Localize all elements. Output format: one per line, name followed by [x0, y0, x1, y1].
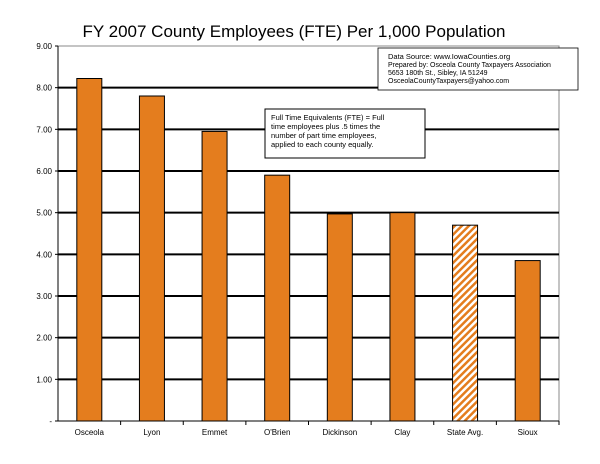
y-tick-label: 6.00: [36, 167, 52, 176]
bar-state-avg-: [452, 224, 479, 422]
y-tick-label: 7.00: [36, 125, 52, 134]
fte-note-line: time employees plus .5 times the: [271, 122, 380, 131]
y-tick-label: 2.00: [36, 334, 52, 343]
chart-title: FY 2007 County Employees (FTE) Per 1,000…: [82, 22, 505, 41]
plot-area: [57, 45, 560, 422]
y-tick-label: 3.00: [36, 292, 52, 301]
source-annotation: Data Source: www.IowaCounties.orgPrepare…: [377, 47, 579, 91]
bar-clay: [389, 212, 416, 422]
y-tick-label: 9.00: [36, 42, 52, 51]
source-line: Prepared by: Osceola County Taxpayers As…: [388, 62, 551, 69]
bar-sioux: [514, 260, 541, 422]
fte-note-line: applied to each county equally.: [271, 140, 373, 149]
bar-emmet: [201, 130, 228, 422]
x-tick-label: Sioux: [518, 428, 538, 437]
x-tick-label: Osceola: [75, 428, 105, 437]
x-tick-label: State Avg.: [447, 428, 483, 437]
source-line: OsceolaCountyTaxpayers@yahoo.com: [388, 78, 509, 85]
x-tick-label: Clay: [394, 428, 410, 437]
bar-osceola: [76, 78, 103, 422]
y-tick-label: -: [49, 417, 52, 426]
x-tick-label: Dickinson: [322, 428, 357, 437]
source-line: Data Source: www.IowaCounties.org: [388, 52, 510, 61]
source-line: 5653 180th St., Sibley, IA 51249: [388, 70, 488, 77]
bar-o-brien: [264, 174, 291, 422]
bar-dickinson: [326, 213, 353, 422]
y-tick-label: 4.00: [36, 250, 52, 259]
fte-note-line: Full Time Equivalents (FTE) = Full: [271, 113, 384, 122]
x-tick-label: Emmet: [202, 428, 228, 437]
y-tick-label: 5.00: [36, 209, 52, 218]
x-tick-label: O'Brien: [264, 428, 290, 437]
bar-lyon: [138, 95, 165, 422]
fte-note-line: number of part time employees,: [271, 131, 376, 140]
x-tick-label: Lyon: [143, 428, 160, 437]
y-tick-label: 1.00: [36, 375, 52, 384]
y-tick-label: 8.00: [36, 84, 52, 93]
